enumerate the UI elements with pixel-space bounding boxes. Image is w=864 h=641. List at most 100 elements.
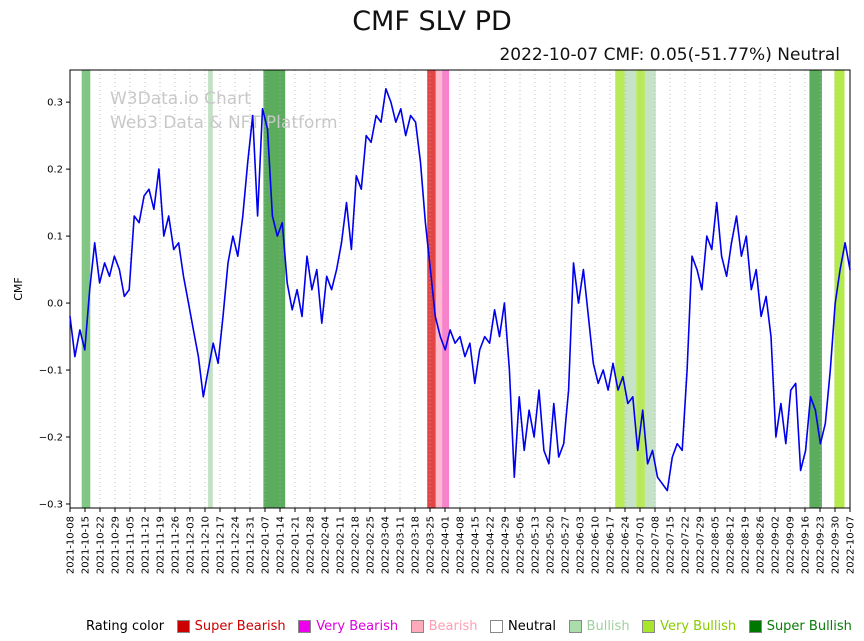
legend-item-label: Bullish (586, 618, 630, 634)
x-tick-label: 2022-02-04 (321, 516, 332, 574)
rating-band (435, 70, 442, 508)
x-tick-label: 2022-07-08 (651, 516, 662, 574)
legend-item-label: Super Bullish (766, 618, 852, 634)
y-tick-label: 0.1 (47, 232, 63, 243)
legend-swatch (642, 619, 656, 633)
y-tick-label: −0.3 (39, 499, 63, 510)
x-tick-label: 2022-07-29 (696, 516, 707, 574)
legend-item-label: Bearish (428, 618, 478, 634)
data-line-layer (69, 87, 851, 492)
legend-item: Very Bearish (298, 619, 398, 634)
x-tick-label: 2022-06-10 (591, 516, 602, 574)
x-tick-label: 2022-04-15 (471, 516, 482, 574)
legend-item: Bearish (410, 618, 478, 634)
x-tick-label: 2022-02-25 (366, 516, 377, 574)
plot-frame (69, 69, 851, 509)
x-tick-label: 2022-09-23 (816, 516, 827, 574)
x-tick-label: 2022-04-29 (501, 516, 512, 574)
rating-band (615, 70, 625, 508)
x-tick-label: 2022-10-07 (846, 516, 857, 574)
rating-band (834, 70, 845, 508)
x-tick-label: 2021-11-05 (126, 516, 137, 574)
x-tick-label: 2021-12-31 (246, 516, 257, 574)
x-tick-label: 2022-06-24 (621, 516, 632, 574)
y-tick-label: −0.2 (39, 433, 63, 444)
chart-subtitle: 2022-10-07 CMF: 0.05(-51.77%) Neutral (499, 45, 840, 65)
x-tick-label: 2022-08-12 (726, 516, 737, 574)
cmf-series-line (69, 87, 851, 492)
x-tick-label: 2022-09-09 (786, 516, 797, 574)
x-tick-label: 2021-11-12 (141, 516, 152, 574)
legend-item: Neutral (490, 619, 556, 634)
x-tick-label: 2021-12-03 (186, 516, 197, 574)
watermark-line-1: W3Data.io Chart (110, 89, 251, 109)
y-tick-label: 0.0 (47, 299, 63, 310)
x-tick-label: 2022-07-15 (666, 516, 677, 574)
legend-swatch (410, 619, 424, 633)
rating-legend: Rating color Super Bearish Very Bearish Be… (86, 617, 852, 635)
x-tick-label: 2022-02-11 (336, 516, 347, 574)
x-tick-label: 2022-03-18 (411, 516, 422, 574)
x-tick-label: 2022-01-14 (276, 516, 287, 574)
x-tick-label: 2021-12-10 (201, 516, 212, 574)
x-tick-label: 2022-05-13 (531, 516, 542, 574)
x-tick-label: 2022-03-11 (396, 516, 407, 574)
gridlines-layer (69, 70, 851, 508)
x-tick-label: 2022-08-05 (711, 516, 722, 574)
page-title: CMF SLV PD (352, 6, 512, 37)
legend-title: Rating color (86, 618, 165, 634)
rating-band (263, 70, 286, 508)
legend-item: Super Bullish (748, 618, 852, 634)
legend-item-label: Super Bearish (194, 618, 286, 634)
x-tick-label: 2022-01-21 (291, 516, 302, 574)
axes-layer: 2021-10-08 2021-10-15 2021-10-22 2021-10-29… (39, 69, 857, 574)
rating-band (442, 70, 450, 508)
x-tick-label: 2022-04-22 (486, 516, 497, 574)
x-tick-label: 2022-08-26 (756, 516, 767, 574)
y-axis-label: CMF (12, 277, 25, 301)
x-tick-label: 2022-06-17 (606, 516, 617, 574)
rating-band (809, 70, 822, 508)
rating-band (636, 70, 645, 508)
x-tick-label: 2022-07-22 (681, 516, 692, 574)
x-tick-label: 2022-01-07 (261, 516, 272, 574)
x-tick-label: 2022-02-18 (351, 516, 362, 574)
legend-swatch (298, 619, 312, 633)
x-tick-label: 2022-03-04 (381, 516, 392, 574)
x-tick-label: 2022-07-01 (636, 516, 647, 574)
cmf-line-chart: W3Data.io Chart Web3 Data & NFT Platform… (12, 69, 857, 574)
legend-swatch (490, 619, 504, 633)
x-tick-label: 2022-09-02 (771, 516, 782, 574)
y-tick-label: 0.3 (47, 98, 63, 109)
x-tick-label: 2022-05-06 (516, 516, 527, 574)
rating-band (81, 70, 91, 508)
y-tick-label: 0.2 (47, 165, 63, 176)
x-tick-label: 2022-05-27 (561, 516, 572, 574)
x-tick-label: 2022-08-19 (741, 516, 752, 574)
rating-band (427, 70, 436, 508)
x-tick-label: 2021-11-26 (171, 516, 182, 574)
x-tick-label: 2022-05-20 (546, 516, 557, 574)
legend-item-label: Very Bearish (316, 618, 399, 634)
legend-item-label: Neutral (508, 618, 557, 634)
x-tick-label: 2022-06-03 (576, 516, 587, 574)
watermark-line-2: Web3 Data & NFT Platform (110, 113, 338, 133)
x-tick-label: 2022-09-30 (831, 516, 842, 574)
x-tick-label: 2021-12-24 (231, 516, 242, 574)
y-tick-label: −0.1 (39, 366, 63, 377)
x-tick-label: 2022-09-16 (801, 516, 812, 574)
x-tick-label: 2021-10-22 (96, 516, 107, 574)
x-tick-label: 2022-04-01 (441, 516, 452, 574)
rating-band (624, 70, 637, 508)
x-tick-label: 2021-10-15 (81, 516, 92, 574)
x-tick-label: 2021-10-08 (66, 516, 77, 574)
legend-swatch (748, 619, 762, 633)
x-tick-label: 2022-03-25 (426, 516, 437, 574)
legend-item: Very Bullish (642, 619, 736, 634)
legend-swatch (176, 619, 190, 633)
x-tick-label: 2022-01-28 (306, 516, 317, 574)
x-tick-label: 2021-12-17 (216, 516, 227, 574)
legend-swatch (568, 619, 582, 633)
rating-band (644, 70, 656, 508)
